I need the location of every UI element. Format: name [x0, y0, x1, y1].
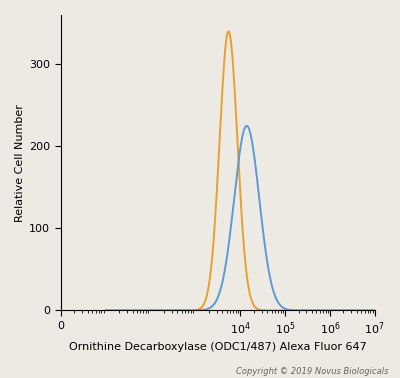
Y-axis label: Relative Cell Number: Relative Cell Number [15, 104, 25, 222]
Text: Copyright © 2019 Novus Biologicals: Copyright © 2019 Novus Biologicals [236, 367, 388, 376]
X-axis label: Ornithine Decarboxylase (ODC1/487) Alexa Fluor 647: Ornithine Decarboxylase (ODC1/487) Alexa… [69, 342, 367, 352]
